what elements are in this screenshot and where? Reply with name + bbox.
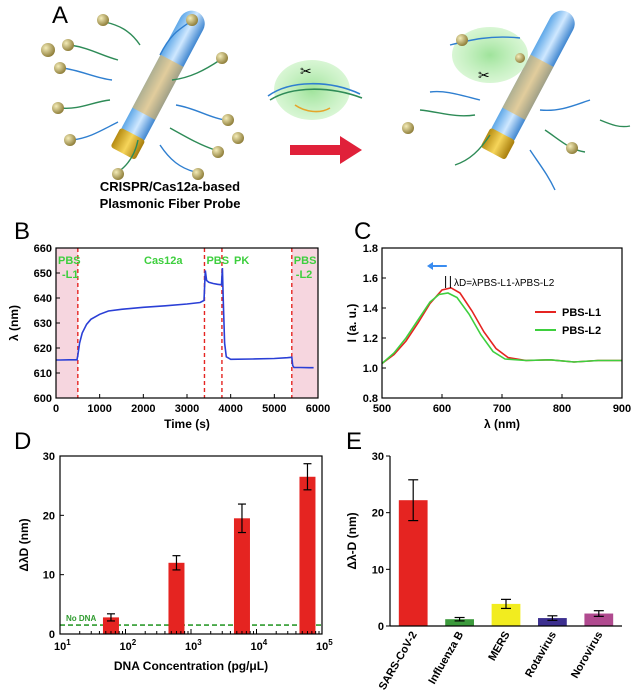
fiber-probe-schematic: ✂ ✂	[41, 10, 631, 191]
y-tick-label: 610	[34, 368, 52, 380]
x-tick-label: 101	[54, 638, 71, 653]
y-tick-label: 0	[378, 621, 384, 633]
chart-b: 0 1000 2000 3000 4000 5000 6000 600 610 620 630 640…	[7, 243, 330, 431]
series-line-pbs-l2	[381, 292, 622, 365]
panel-label-c: C	[354, 218, 372, 245]
y-tick-label: 30	[43, 451, 55, 463]
stage-label: PBS	[294, 255, 317, 267]
bar	[538, 618, 567, 626]
y-tick-label: 1.0	[363, 363, 378, 375]
x-tick-label: 800	[553, 403, 571, 415]
category-label: Norovirus	[569, 630, 605, 681]
svg-text:✂: ✂	[478, 67, 490, 83]
x-axis-label: DNA Concentration (pg/μL)	[114, 659, 268, 673]
y-tick-label: 30	[372, 451, 384, 463]
y-tick-label: 10	[43, 570, 55, 582]
legend-label: PBS-L2	[562, 325, 601, 337]
stage-label: -L2	[296, 269, 313, 281]
chart-d: No DNA 0 10 20 30 101 102 103 104 105 DNA Concentr…	[17, 451, 333, 673]
y-tick-label: 630	[34, 318, 52, 330]
stage-label: PBS	[58, 255, 81, 267]
category-label: Influenza B	[426, 629, 466, 686]
stage-label: Cas12a	[144, 255, 183, 267]
y-tick-label: 600	[34, 393, 52, 405]
x-tick-label: 103	[185, 638, 202, 653]
y-tick-label: 1.2	[363, 333, 378, 345]
panel-label-e: E	[346, 428, 363, 455]
y-axis-label: I (a. u.)	[346, 304, 359, 343]
stage-label: PK	[234, 255, 249, 267]
legend-label: PBS-L1	[562, 307, 601, 319]
y-tick-label: 620	[34, 343, 52, 355]
category-label: SARS-CoV-2	[377, 630, 420, 693]
shift-arrow-head	[427, 262, 433, 270]
y-tick-label: 1.4	[363, 303, 379, 315]
baseline-label: No DNA	[66, 614, 96, 623]
cas12a-complex: ✂	[267, 60, 363, 120]
y-axis-label: Δλ-D (nm)	[345, 512, 359, 569]
bar	[584, 613, 614, 626]
x-tick-label: 1000	[87, 403, 111, 415]
delta-annotation: λD=λPBS-L1-λPBS-L2	[454, 278, 555, 289]
y-tick-label: 1.8	[363, 243, 378, 255]
y-tick-label: 640	[34, 293, 52, 305]
chart-e: SARS-CoV-2 Influenza B MERS Rotavirus Norovi…	[345, 451, 622, 693]
probe-caption: CRISPR/Cas12a-based Plasmonic Fiber Prob…	[70, 178, 270, 212]
probe-left	[41, 10, 244, 180]
y-tick-label: 1.6	[363, 273, 378, 285]
x-tick-label: 104	[251, 638, 268, 653]
bar	[168, 562, 185, 634]
y-axis-label: λ (nm)	[7, 305, 21, 341]
x-tick-label: 500	[373, 403, 391, 415]
probe-right: ✂	[402, 10, 631, 191]
probe-caption-line1: CRISPR/Cas12a-based	[99, 179, 241, 194]
y-tick-label: 20	[43, 510, 55, 522]
x-tick-label: 5000	[262, 403, 286, 415]
svg-text:✂: ✂	[300, 63, 312, 79]
panel-label-d: D	[14, 428, 32, 455]
x-axis-label: Time (s)	[164, 417, 210, 431]
y-tick-label: 0.8	[363, 393, 378, 405]
shaded-region	[291, 248, 318, 398]
stage-label: -L1	[62, 269, 79, 281]
x-tick-label: 105	[316, 638, 333, 653]
plot-frame	[55, 247, 319, 399]
y-axis-label: ΔλD (nm)	[17, 518, 31, 571]
y-tick-label: 20	[372, 508, 384, 520]
x-tick-label: 6000	[306, 403, 330, 415]
category-label: Rotavirus	[523, 630, 559, 680]
bar	[233, 518, 250, 634]
y-tick-label: 660	[34, 243, 52, 255]
stage-label: PBS	[206, 255, 229, 267]
bar	[491, 603, 521, 626]
probe-caption-line2: Plasmonic Fiber Probe	[99, 196, 241, 211]
x-tick-label: 102	[120, 638, 137, 653]
x-tick-label: 700	[493, 403, 511, 415]
bar	[299, 476, 316, 634]
x-tick-label: 600	[433, 403, 451, 415]
panel-label-a: A	[52, 2, 69, 29]
x-tick-label: 900	[613, 403, 631, 415]
reaction-arrow	[290, 136, 362, 164]
series-line	[56, 267, 314, 369]
panel-label-b: B	[14, 218, 31, 245]
x-tick-label: 4000	[218, 403, 242, 415]
x-tick-label: 2000	[131, 403, 155, 415]
plot-frame	[59, 455, 323, 635]
bar	[445, 619, 474, 626]
y-tick-label: 650	[34, 268, 52, 280]
category-label: MERS	[486, 630, 512, 664]
chart-c: 500 600 700 800 900 0.8 1.0 1.2 1.4 1.6 1.8 λ (nm) I…	[346, 243, 631, 431]
x-tick-label: 0	[53, 403, 59, 415]
x-tick-label: 3000	[175, 403, 199, 415]
x-axis-label: λ (nm)	[484, 417, 520, 431]
y-tick-label: 10	[372, 564, 384, 576]
y-tick-label: 0	[49, 629, 55, 641]
